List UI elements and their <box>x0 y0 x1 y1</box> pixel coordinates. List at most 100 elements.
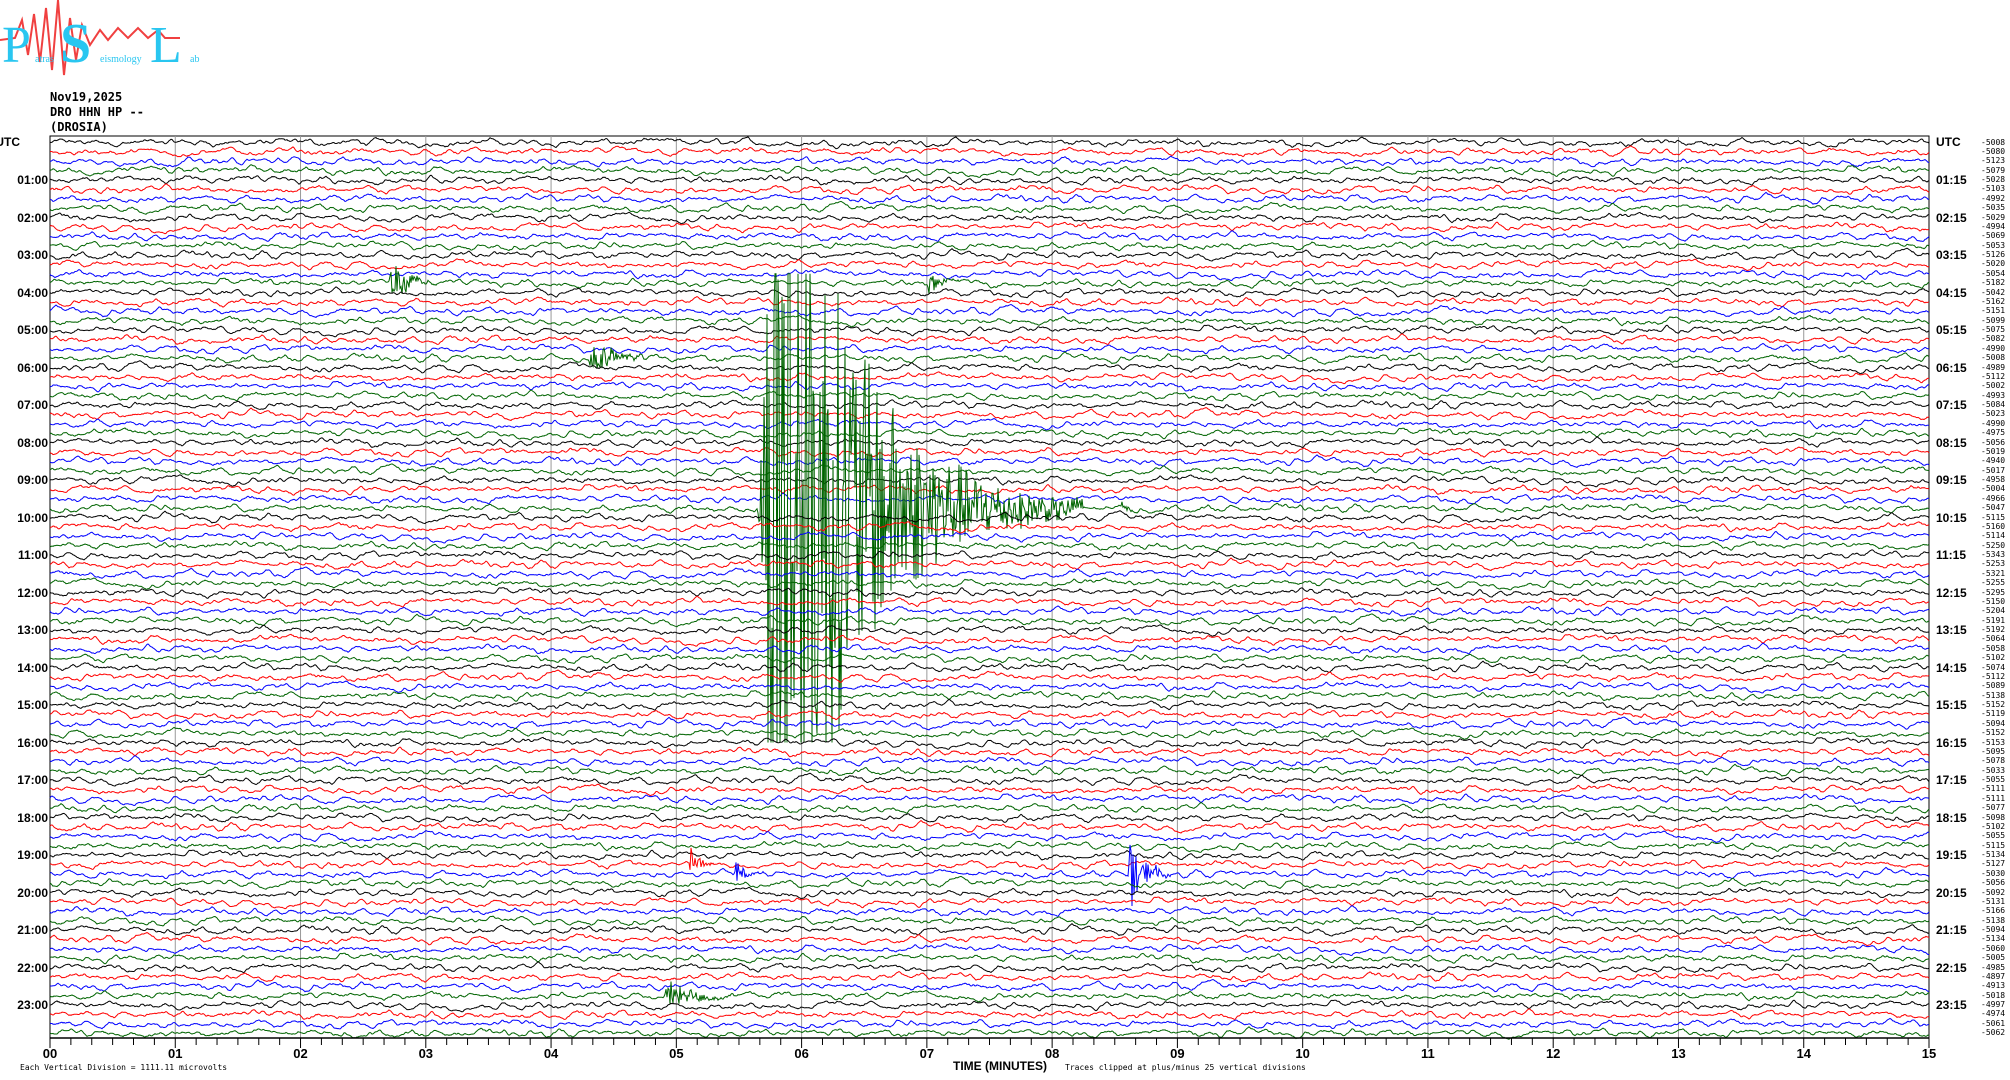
x-tick-label: 07 <box>919 1046 935 1061</box>
right-hour-label: 14:15 <box>1936 660 1967 675</box>
trace-mean-label: -5094 <box>1981 925 2006 934</box>
trace-line-51 <box>49 613 1929 628</box>
trace-line-74 <box>49 830 1930 843</box>
right-hour-label: 02:15 <box>1936 210 1967 225</box>
right-hour-label: 07:15 <box>1936 398 1967 412</box>
trace-line-45 <box>49 557 1930 572</box>
trace-line-78 <box>49 844 1930 907</box>
trace-mean-label: -5054 <box>1981 268 2006 278</box>
trace-line-92 <box>49 999 1930 1013</box>
trace-mean-label: -4913 <box>1981 981 2006 991</box>
trace-mean-label: -5253 <box>1981 559 2006 569</box>
trace-mean-label: -4966 <box>1981 493 2006 503</box>
left-hour-label: 11:00 <box>17 548 48 562</box>
trace-mean-label: -5019 <box>1981 446 2006 456</box>
trace-line-28 <box>49 399 1930 411</box>
trace-mean-label: -5053 <box>1981 240 2006 250</box>
trace-mean-label: -4994 <box>1981 221 2006 231</box>
right-hour-label: 11:15 <box>1936 548 1967 562</box>
left-hour-label: 04:00 <box>17 285 48 300</box>
logo-letter-p: P <box>2 17 31 74</box>
trace-line-60 <box>49 698 1930 711</box>
trace-line-88 <box>49 961 1930 974</box>
trace-mean-label: -5192 <box>1981 625 2006 634</box>
trace-mean-label: -5152 <box>1981 728 2006 738</box>
trace-mean-label: -5004 <box>1981 484 2006 494</box>
trace-line-1 <box>50 145 1930 158</box>
trace-line-20 <box>49 324 1930 338</box>
right-hour-label: 04:15 <box>1936 285 1967 300</box>
trace-line-3 <box>49 164 1930 178</box>
trace-mean-label: -5077 <box>1981 803 2006 813</box>
right-hour-label: 10:15 <box>1936 510 1967 525</box>
trace-line-47 <box>49 577 1930 591</box>
trace-mean-label: -4993 <box>1981 390 2006 400</box>
trace-mean-label: -5131 <box>1981 896 2006 906</box>
left-hour-label: 22:00 <box>17 960 48 975</box>
trace-line-44 <box>49 549 1930 561</box>
trace-mean-label: -5321 <box>1981 568 2006 578</box>
trace-mean-label: -5030 <box>1981 868 2006 878</box>
trace-line-38 <box>49 492 1930 505</box>
trace-line-48 <box>49 587 1930 599</box>
trace-mean-label: -5182 <box>1981 278 2006 288</box>
trace-line-91 <box>49 981 1930 1005</box>
trace-line-40 <box>49 510 1930 525</box>
trace-line-66 <box>49 755 1930 768</box>
trace-mean-label: -5058 <box>1981 643 2006 653</box>
trace-mean-label: -5119 <box>1981 709 2006 719</box>
x-tick-label: 03 <box>418 1046 434 1061</box>
trace-line-16 <box>49 286 1930 299</box>
right-hour-label: 21:15 <box>1936 923 1967 937</box>
left-hour-label: 18:00 <box>17 810 48 825</box>
x-tick-label: 05 <box>669 1046 684 1061</box>
trace-line-39 <box>49 273 1930 743</box>
trace-line-73 <box>49 819 1930 834</box>
left-hour-label: 12:00 <box>17 585 48 600</box>
trace-line-15 <box>49 266 1930 294</box>
trace-line-21 <box>49 333 1930 345</box>
trace-line-79 <box>49 875 1930 890</box>
left-hour-label: 19:00 <box>17 848 48 862</box>
trace-mean-label: -5295 <box>1981 587 2006 597</box>
logo-letter-l: L <box>150 17 182 74</box>
logo-small-text: ab <box>190 54 199 65</box>
logo-small-text: atras <box>35 54 54 65</box>
right-hour-label: 09:15 <box>1936 473 1967 487</box>
trace-line-19 <box>49 314 1930 328</box>
right-hour-label: 20:15 <box>1936 885 1967 900</box>
left-hour-label: 13:00 <box>17 623 48 637</box>
left-hour-label: 17:00 <box>17 773 48 787</box>
x-tick-label: 09 <box>1170 1046 1185 1061</box>
trace-mean-label: -5160 <box>1981 521 2006 531</box>
right-hour-label: 06:15 <box>1936 360 1967 375</box>
trace-line-90 <box>49 978 1930 993</box>
clip-note: Traces clipped at plus/minus 25 vertical… <box>1065 1063 1306 1072</box>
trace-mean-label: -5092 <box>1981 887 2006 897</box>
trace-line-69 <box>49 783 1930 797</box>
x-tick-label: 08 <box>1044 1046 1060 1061</box>
right-hour-label: 19:15 <box>1936 848 1967 862</box>
trace-mean-label: -5020 <box>1981 259 2006 269</box>
trace-line-13 <box>49 258 1930 272</box>
trace-mean-label: -5138 <box>1981 915 2006 925</box>
trace-mean-label: -5095 <box>1981 746 2006 756</box>
trace-line-49 <box>49 595 1930 608</box>
trace-line-29 <box>49 407 1930 422</box>
trace-line-14 <box>49 268 1930 282</box>
trace-mean-label: -5033 <box>1981 765 2006 775</box>
trace-line-83 <box>49 914 1930 927</box>
trace-mean-label: -5204 <box>1981 606 2006 616</box>
trace-mean-label: -5162 <box>1981 296 2006 306</box>
trace-line-76 <box>49 849 1930 861</box>
trace-mean-label: -5042 <box>1981 287 2006 297</box>
right-hour-label: 22:15 <box>1936 960 1967 975</box>
trace-line-7 <box>49 200 1930 215</box>
trace-line-41 <box>49 521 1930 534</box>
trace-mean-label: -5064 <box>1981 634 2006 644</box>
x-tick-label: 11 <box>1421 1046 1435 1061</box>
trace-line-26 <box>49 380 1930 393</box>
trace-line-11 <box>49 239 1930 252</box>
trace-mean-label: -5008 <box>1981 137 2006 147</box>
